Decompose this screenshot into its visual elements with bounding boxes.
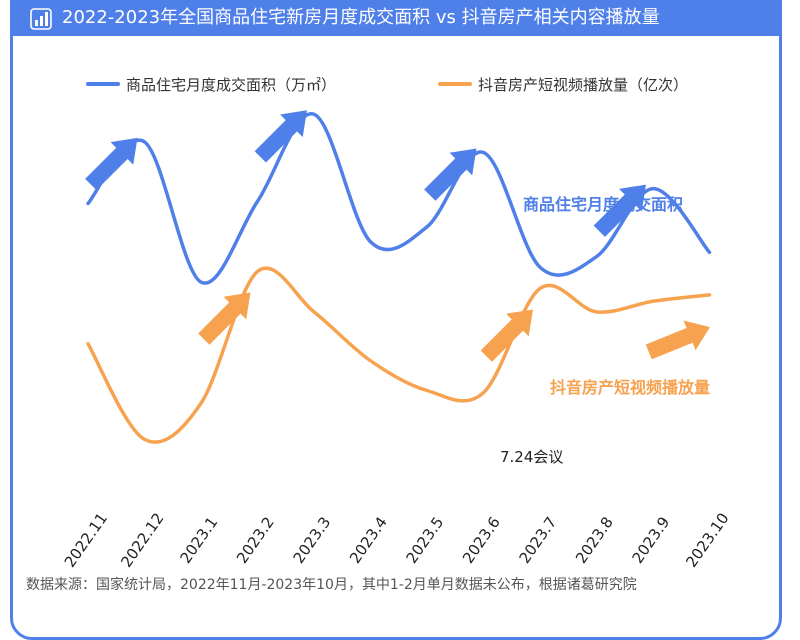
x-tick-label: 2023.6	[459, 513, 504, 566]
x-tick-label: 2023.8	[572, 513, 617, 566]
legend-label-0: 商品住宅月度成交面积（万㎡）	[126, 76, 336, 94]
x-tick-label: 2023.2	[233, 513, 278, 566]
x-tick-label: 2023.4	[346, 513, 391, 566]
chart-area: 商品住宅月度成交面积（万㎡） 抖音房产短视频播放量（亿次） 商品住宅月度成交面积抖…	[61, 76, 733, 571]
data-source-note: 数据来源：国家统计局，2022年11月-2023年10月，其中1-2月单月数据未…	[26, 577, 637, 593]
trend-arrows	[85, 110, 710, 362]
series-label-0: 商品住宅月度成交面积	[523, 195, 683, 214]
x-axis: 2022.11 2022.12 2023.1 2023.2 2023.3 2023.4 20…	[61, 510, 733, 571]
trend-arrow-5	[480, 309, 533, 362]
trend-arrow-6	[645, 320, 710, 360]
series-lines	[86, 112, 712, 444]
title-bar: 2022-2023年全国商品住宅新房月度成交面积 vs 抖音房产相关内容播放量	[10, 0, 782, 36]
trend-arrow-2	[424, 148, 477, 201]
x-tick-label: 2023.10	[682, 510, 732, 571]
trend-arrow-1	[254, 110, 307, 163]
bar-chart-icon	[30, 8, 52, 30]
x-tick-label: 2023.9	[628, 513, 673, 566]
series-line-1	[86, 266, 712, 444]
x-tick-label: 2023.1	[176, 513, 221, 566]
chart-title: 2022-2023年全国商品住宅新房月度成交面积 vs 抖音房产相关内容播放量	[62, 7, 660, 28]
series-label-1: 抖音房产短视频播放量	[550, 378, 710, 397]
trend-arrow-3	[593, 184, 646, 237]
x-tick-label: 2023.5	[402, 513, 447, 566]
x-tick-label: 2023.3	[289, 513, 334, 566]
annotation-label: 7.24会议	[500, 448, 563, 466]
series-line-0	[86, 112, 712, 285]
legend: 商品住宅月度成交面积（万㎡） 抖音房产短视频播放量（亿次）	[86, 76, 688, 94]
x-tick-label: 2022.11	[61, 510, 111, 571]
legend-label-1: 抖音房产短视频播放量（亿次）	[478, 76, 688, 94]
x-tick-label: 2023.7	[515, 513, 560, 566]
annotations: 7.24会议	[500, 448, 563, 466]
x-tick-label: 2022.12	[117, 510, 167, 571]
